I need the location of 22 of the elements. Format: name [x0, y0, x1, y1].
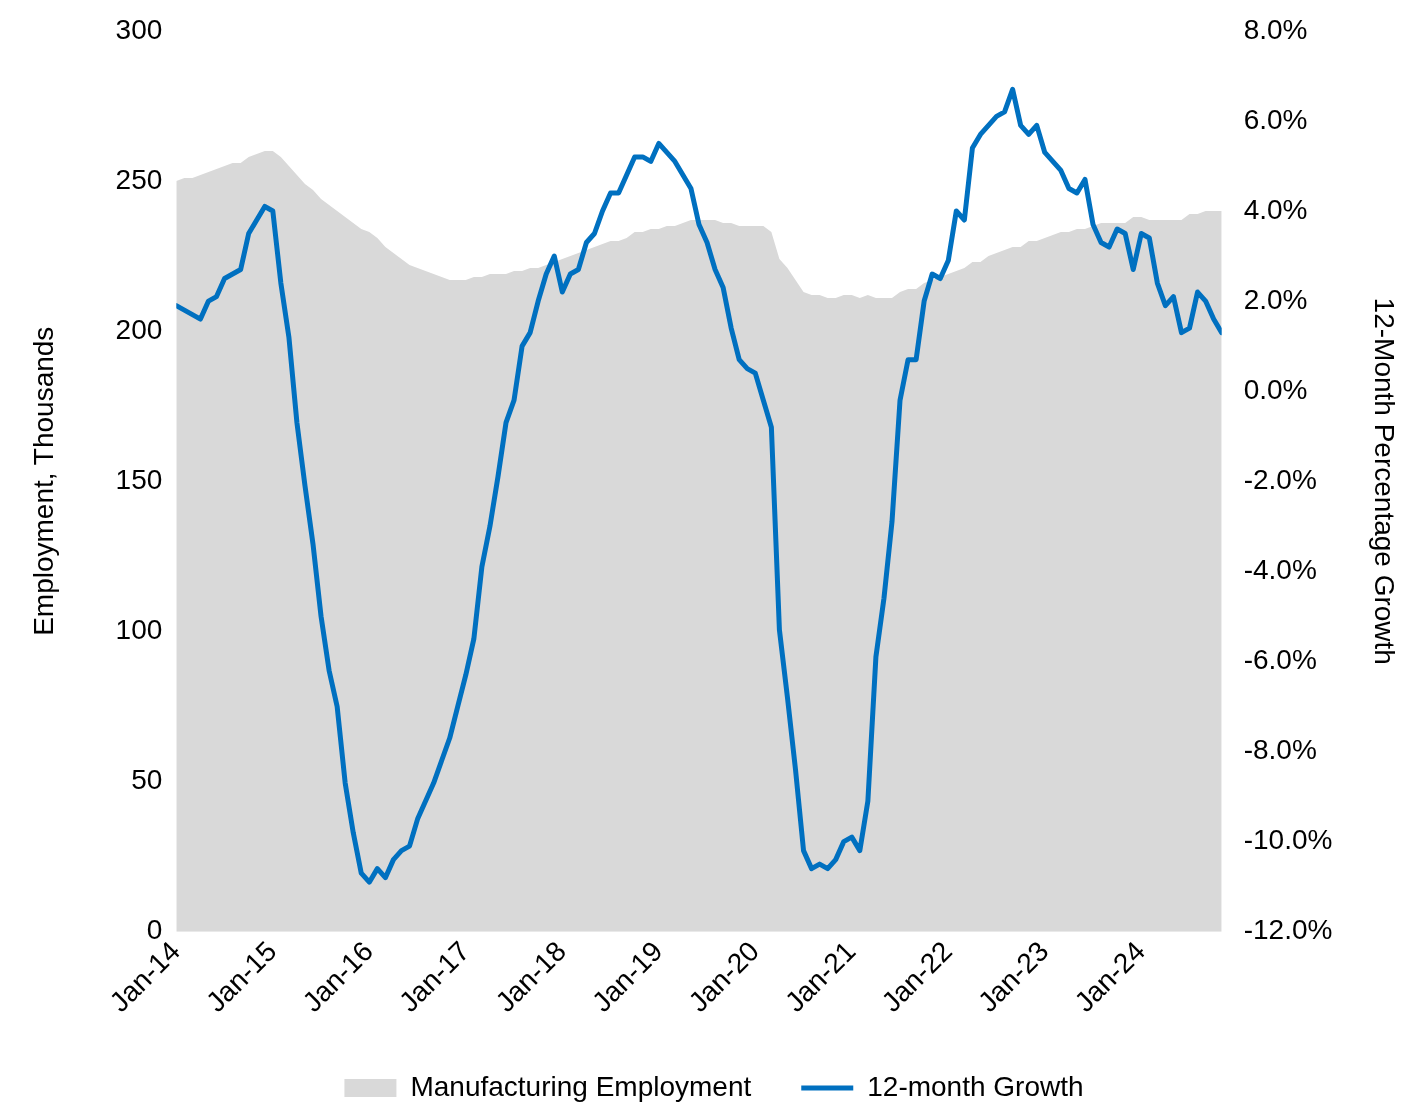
y-tick-label: 0	[146, 914, 163, 946]
y-tick-label: 50	[131, 764, 163, 796]
y2-tick-label: -6.0%	[1243, 644, 1317, 676]
y2-tick-label: 2.0%	[1243, 283, 1308, 315]
legend-label: 12-month Growth	[867, 1070, 1084, 1102]
y-tick-label: 200	[115, 313, 163, 345]
y2-tick-label: -8.0%	[1243, 734, 1317, 766]
y2-axis-title: 12-Month Percentage Growth	[1369, 297, 1401, 665]
y-axis-title: Employment, Thousands	[27, 326, 59, 636]
legend-label: Manufacturing Employment	[410, 1070, 752, 1102]
y-tick-label: 150	[115, 463, 163, 495]
y2-tick-label: 6.0%	[1243, 103, 1308, 135]
y-tick-label: 250	[115, 163, 163, 195]
y2-tick-label: 0.0%	[1243, 373, 1308, 405]
y-tick-label: 300	[115, 13, 163, 45]
y2-tick-label: -4.0%	[1243, 554, 1317, 586]
y2-tick-label: 4.0%	[1243, 193, 1308, 225]
y2-tick-label: -12.0%	[1243, 914, 1333, 946]
y2-tick-label: -10.0%	[1243, 824, 1333, 856]
y-tick-label: 100	[115, 614, 163, 646]
y2-tick-label: 8.0%	[1243, 13, 1308, 45]
y2-tick-label: -2.0%	[1243, 463, 1317, 495]
